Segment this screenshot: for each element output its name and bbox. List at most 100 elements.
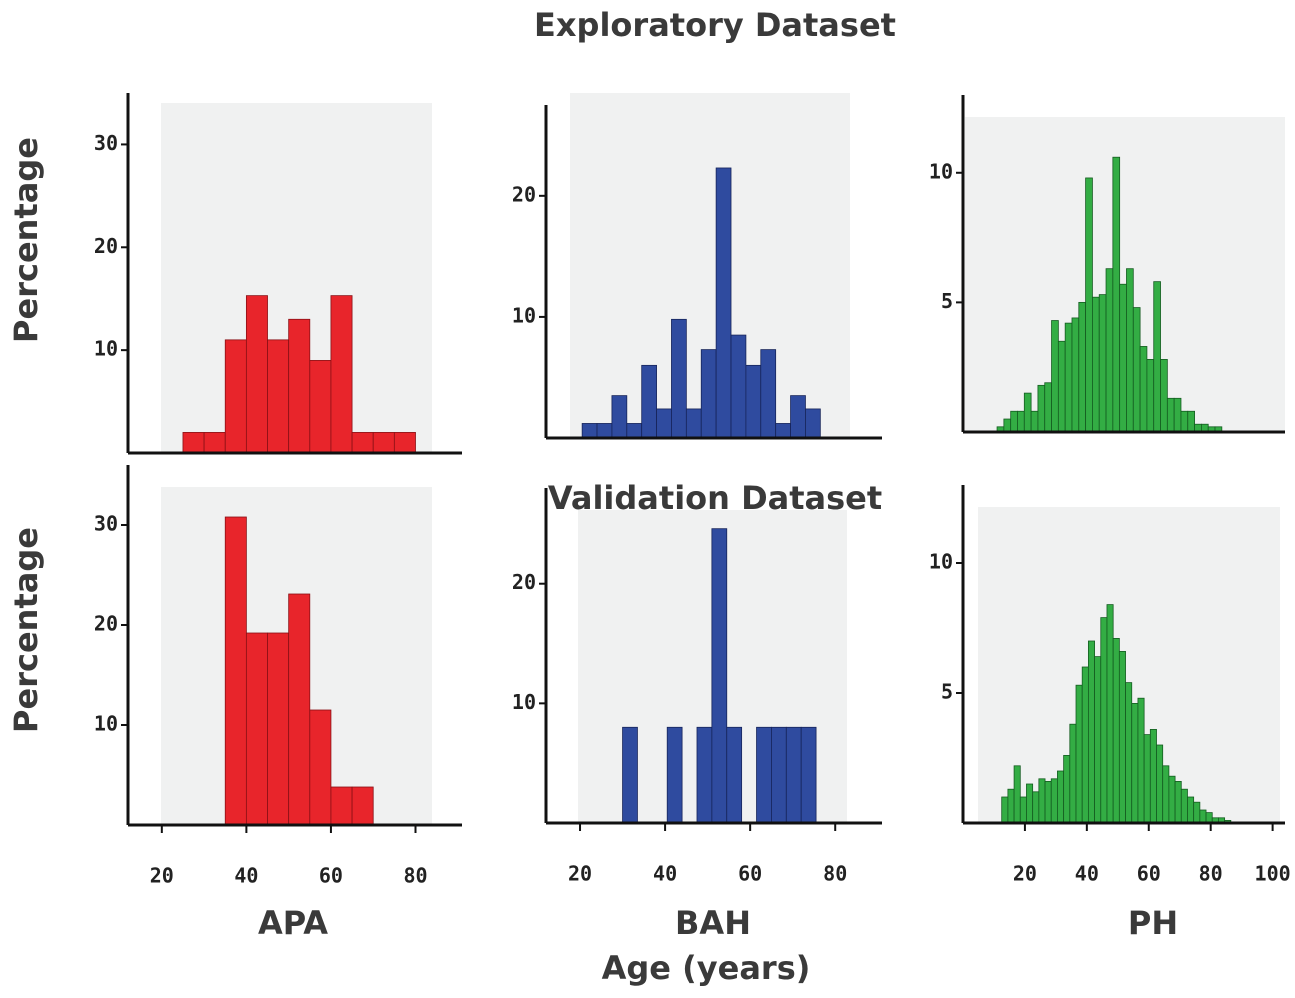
x-tick-label: 40 <box>653 862 677 886</box>
y-tick-label: 5 <box>941 680 953 704</box>
bar <box>1001 796 1009 824</box>
bar <box>1132 307 1141 433</box>
bar <box>760 349 777 439</box>
bar <box>393 432 416 454</box>
bar <box>288 593 311 826</box>
bar <box>1100 617 1108 824</box>
bar <box>1187 410 1195 433</box>
bar <box>1078 301 1087 433</box>
bar <box>1003 418 1012 433</box>
subtitle: Validation Dataset <box>548 479 882 517</box>
y-tick-label: 10 <box>929 550 953 574</box>
bar <box>1098 294 1107 433</box>
y-tick-label: 10 <box>94 712 118 736</box>
title: Exploratory Dataset <box>534 6 896 44</box>
panels: 10 20 30 10 20 5 10 10 20 30 20 40 60 80 10 20 20 40 60 80 5… <box>94 93 1291 888</box>
bar <box>1071 317 1080 433</box>
bar <box>1180 788 1188 824</box>
bar <box>351 786 374 826</box>
x-tick-label: 40 <box>1075 862 1099 886</box>
bar <box>785 726 802 824</box>
x-tick-label: 60 <box>738 862 762 886</box>
bar <box>1112 638 1120 824</box>
bar <box>666 726 683 824</box>
y-tick-label: 20 <box>512 182 536 206</box>
bar <box>730 334 747 439</box>
bar <box>800 726 817 824</box>
bar <box>182 432 205 454</box>
bar <box>1187 796 1195 824</box>
bar <box>641 364 657 439</box>
bar <box>1168 775 1176 824</box>
y-tick-label: 30 <box>94 131 118 155</box>
bar <box>1131 703 1139 824</box>
bar <box>1160 359 1168 433</box>
bar <box>775 423 791 439</box>
bar <box>1166 397 1175 433</box>
bar <box>700 349 717 439</box>
bar <box>726 726 743 824</box>
bar <box>330 295 353 454</box>
bar <box>626 423 643 439</box>
bar <box>581 423 598 439</box>
bar <box>351 432 374 454</box>
bar <box>1125 682 1133 824</box>
y-tick-label: 10 <box>512 690 536 714</box>
bar <box>1162 765 1170 824</box>
bar <box>1081 666 1089 824</box>
bar <box>715 167 732 439</box>
bar <box>1069 723 1077 824</box>
y-tick-label: 20 <box>512 570 536 594</box>
bar <box>696 726 713 824</box>
x-tick-label: 20 <box>568 862 592 886</box>
bar <box>611 395 628 439</box>
bar <box>671 318 687 439</box>
bar <box>1193 801 1201 824</box>
bar <box>267 339 290 454</box>
bar <box>745 364 762 439</box>
bar <box>288 318 311 454</box>
y-tick-label: 10 <box>512 303 536 327</box>
bar <box>1137 697 1145 824</box>
bar <box>1143 734 1151 824</box>
bar <box>1032 791 1040 824</box>
bar <box>1007 788 1015 824</box>
bar <box>1156 744 1164 824</box>
bar <box>330 786 353 826</box>
bar <box>596 423 613 439</box>
bar <box>309 709 332 826</box>
x-tick-label: 80 <box>403 864 427 888</box>
y-tick-label: 5 <box>941 289 953 313</box>
bar <box>1118 651 1126 824</box>
bar <box>1038 778 1046 824</box>
bar <box>203 432 226 454</box>
bar <box>1010 410 1018 433</box>
bar <box>771 726 787 824</box>
bar <box>790 395 806 439</box>
column-label: APA <box>258 904 328 942</box>
bar <box>1174 781 1182 824</box>
bar <box>1092 296 1100 433</box>
bar <box>1017 410 1025 433</box>
bar <box>1105 268 1114 433</box>
bar <box>1149 729 1157 824</box>
bar <box>1112 156 1121 433</box>
y-axis-label: Percentage <box>7 137 45 343</box>
column-label: PH <box>1128 904 1178 942</box>
bar <box>1057 340 1066 433</box>
bar <box>711 528 728 824</box>
bar <box>1205 812 1213 824</box>
bar <box>309 360 332 454</box>
bar <box>1063 755 1071 824</box>
x-tick-label: 20 <box>150 864 174 888</box>
bar <box>1153 281 1161 433</box>
bar <box>1173 397 1182 433</box>
y-tick-label: 20 <box>94 612 118 636</box>
bar <box>245 295 268 454</box>
bar <box>267 632 290 826</box>
bar <box>1075 684 1083 824</box>
column-label: BAH <box>675 904 751 942</box>
bar <box>1064 322 1073 433</box>
x-tick-label: 100 <box>1255 862 1291 886</box>
